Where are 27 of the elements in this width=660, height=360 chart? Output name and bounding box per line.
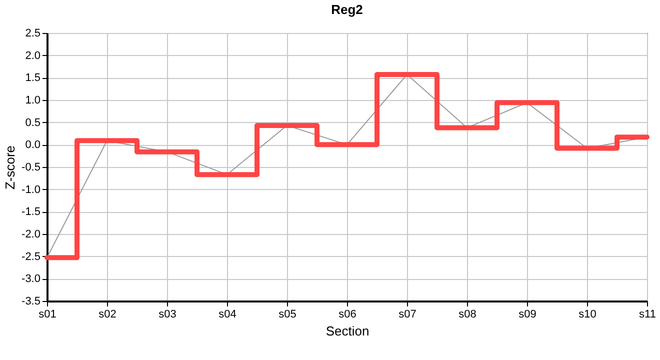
y-axis-title: Z-score (2, 145, 18, 190)
chart-title: Reg2 (331, 2, 363, 17)
y-tick-label: 2.0 (25, 50, 40, 62)
y-tick-label: -0.5 (22, 162, 40, 174)
y-tick-label: 0.0 (25, 139, 40, 152)
x-tick-label: s01 (38, 308, 56, 320)
y-tick-label: -1.0 (22, 184, 40, 196)
y-tick-label: 2.5 (25, 28, 40, 40)
x-tick-label: s09 (518, 308, 536, 320)
x-tick-label: s10 (578, 308, 596, 320)
x-tick-label: s05 (278, 308, 296, 320)
y-tick-label: 0.5 (25, 116, 40, 129)
x-tick-label: s08 (458, 308, 476, 320)
x-tick-label: s03 (158, 308, 176, 320)
y-tick-label: -3.5 (22, 296, 40, 308)
y-tick-label: 1.5 (25, 72, 40, 84)
y-tick-label: -2.0 (22, 228, 40, 240)
x-tick-label: s02 (98, 308, 116, 320)
y-tick-label: -1.5 (22, 206, 40, 218)
x-tick-label: s06 (338, 308, 356, 320)
x-tick-label: s11 (639, 308, 656, 320)
x-axis-title: Section (326, 324, 370, 338)
x-tick-label: s04 (218, 308, 236, 320)
y-tick-label: 1.0 (25, 94, 40, 106)
y-tick-label: -3.0 (22, 273, 40, 286)
y-tick-label: -2.5 (22, 250, 40, 263)
x-tick-label: s07 (398, 308, 416, 320)
